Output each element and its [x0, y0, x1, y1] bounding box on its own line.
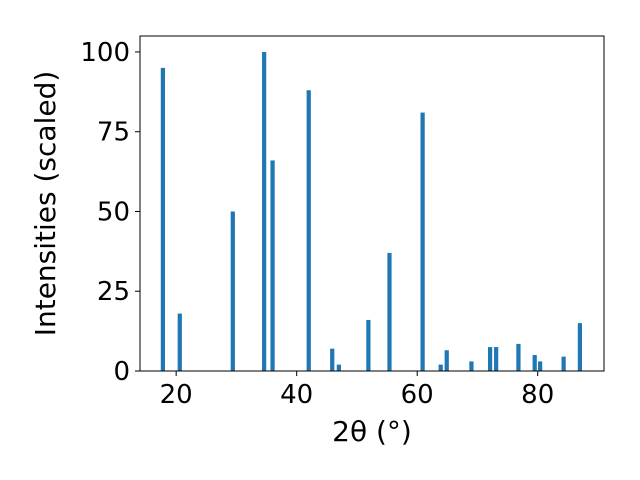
plot-frame [139, 35, 605, 372]
bar [488, 347, 493, 371]
bar [494, 347, 499, 371]
x-axis: 20 40 60 80 [160, 371, 554, 410]
bar [336, 364, 341, 371]
bar [262, 51, 267, 371]
y-tick-label: 25 [97, 277, 130, 307]
x-tick-label: 20 [160, 380, 193, 410]
x-tick-label: 60 [401, 380, 434, 410]
bar [230, 211, 235, 371]
y-tick-label: 0 [113, 357, 130, 387]
y-tick-label: 75 [97, 118, 130, 148]
x-tick-label: 40 [280, 380, 313, 410]
bar [538, 361, 543, 371]
bar [444, 350, 449, 371]
bar [387, 252, 392, 371]
x-axis-label: 2θ (°) [332, 415, 412, 448]
y-tick-label: 100 [80, 38, 130, 68]
bar [177, 313, 182, 371]
bars-group [160, 51, 583, 372]
bar [561, 356, 566, 371]
bar [306, 90, 311, 371]
y-axis: 0 25 50 75 100 [80, 38, 140, 387]
bar [420, 112, 425, 372]
bar [577, 323, 583, 371]
y-axis-label: Intensities (scaled) [29, 71, 62, 337]
bar [532, 355, 537, 371]
bar [270, 160, 275, 371]
bar [469, 361, 474, 371]
bar [366, 319, 371, 371]
x-tick-label: 80 [521, 380, 554, 410]
bar [330, 348, 335, 371]
bar [516, 343, 521, 371]
bar [438, 364, 443, 371]
y-tick-label: 50 [97, 197, 130, 227]
bar [160, 67, 166, 372]
